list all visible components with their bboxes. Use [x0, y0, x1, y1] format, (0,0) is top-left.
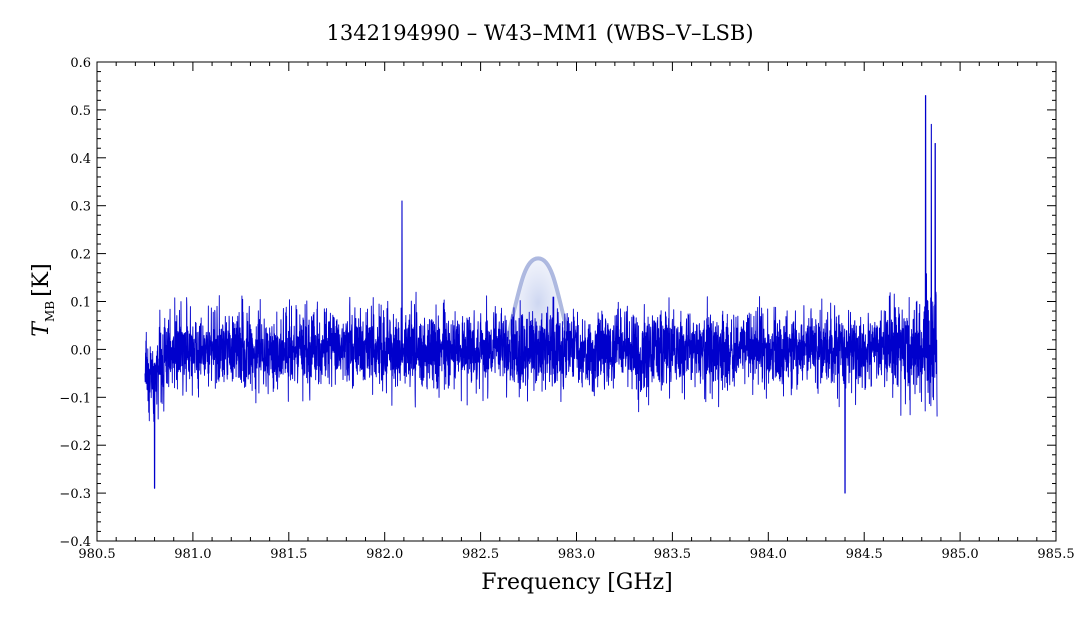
- y-tick-labels: −0.4 −0.3 −0.2 −0.1 0.0 0.1 0.2 0.3 0.4 0.5 0.6: [59, 56, 91, 550]
- x-tick-labels: 980.5 981.0 981.5 982.0 982.5 983.0 983.5 984.0…: [78, 547, 1074, 562]
- y-tick-label: 0.0: [70, 343, 91, 358]
- x-tick-label: 980.5: [78, 547, 115, 562]
- y-tick-label: 0.3: [70, 200, 91, 215]
- svg-text:TMB[K]: TMB [K]: [29, 263, 57, 336]
- x-tick-label: 982.0: [366, 547, 403, 562]
- x-axis-label: Frequency [GHz]: [481, 570, 673, 595]
- y-axis-label-main: T: [29, 320, 54, 337]
- y-tick-label: 0.5: [70, 104, 91, 119]
- x-tick-label: 982.5: [462, 547, 499, 562]
- x-tick-label: 983.5: [654, 547, 691, 562]
- y-tick-label: 0.1: [70, 296, 91, 311]
- y-tick-label: −0.3: [59, 487, 91, 502]
- x-tick-label: 984.0: [750, 547, 787, 562]
- y-axis-label-unit: [K]: [29, 263, 54, 297]
- plot-frame: [96, 61, 1057, 542]
- y-axis-label-subscript: MB: [43, 301, 57, 322]
- x-tick-label: 981.5: [270, 547, 307, 562]
- x-tick-label: 985.0: [941, 547, 978, 562]
- spectrum-series: [144, 95, 938, 494]
- axis-ticks: [96, 61, 1057, 542]
- x-tick-label: 983.0: [558, 547, 595, 562]
- highlight-outline: [505, 256, 571, 342]
- y-axis-label: TMB [K]: [29, 263, 57, 336]
- chart-title: 1342194990 – W43–MM1 (WBS–V–LSB): [326, 21, 753, 45]
- x-tick-label: 984.5: [846, 547, 883, 562]
- y-tick-label: −0.2: [59, 439, 91, 454]
- y-tick-label: 0.4: [70, 152, 91, 167]
- x-tick-label: 981.0: [174, 547, 211, 562]
- y-tick-label: 0.6: [70, 56, 91, 71]
- y-tick-label: −0.4: [59, 535, 91, 550]
- y-tick-label: −0.1: [59, 391, 91, 406]
- x-tick-label: 985.5: [1037, 547, 1074, 562]
- y-tick-label: 0.2: [70, 248, 91, 263]
- spectrum-line: [144, 95, 938, 494]
